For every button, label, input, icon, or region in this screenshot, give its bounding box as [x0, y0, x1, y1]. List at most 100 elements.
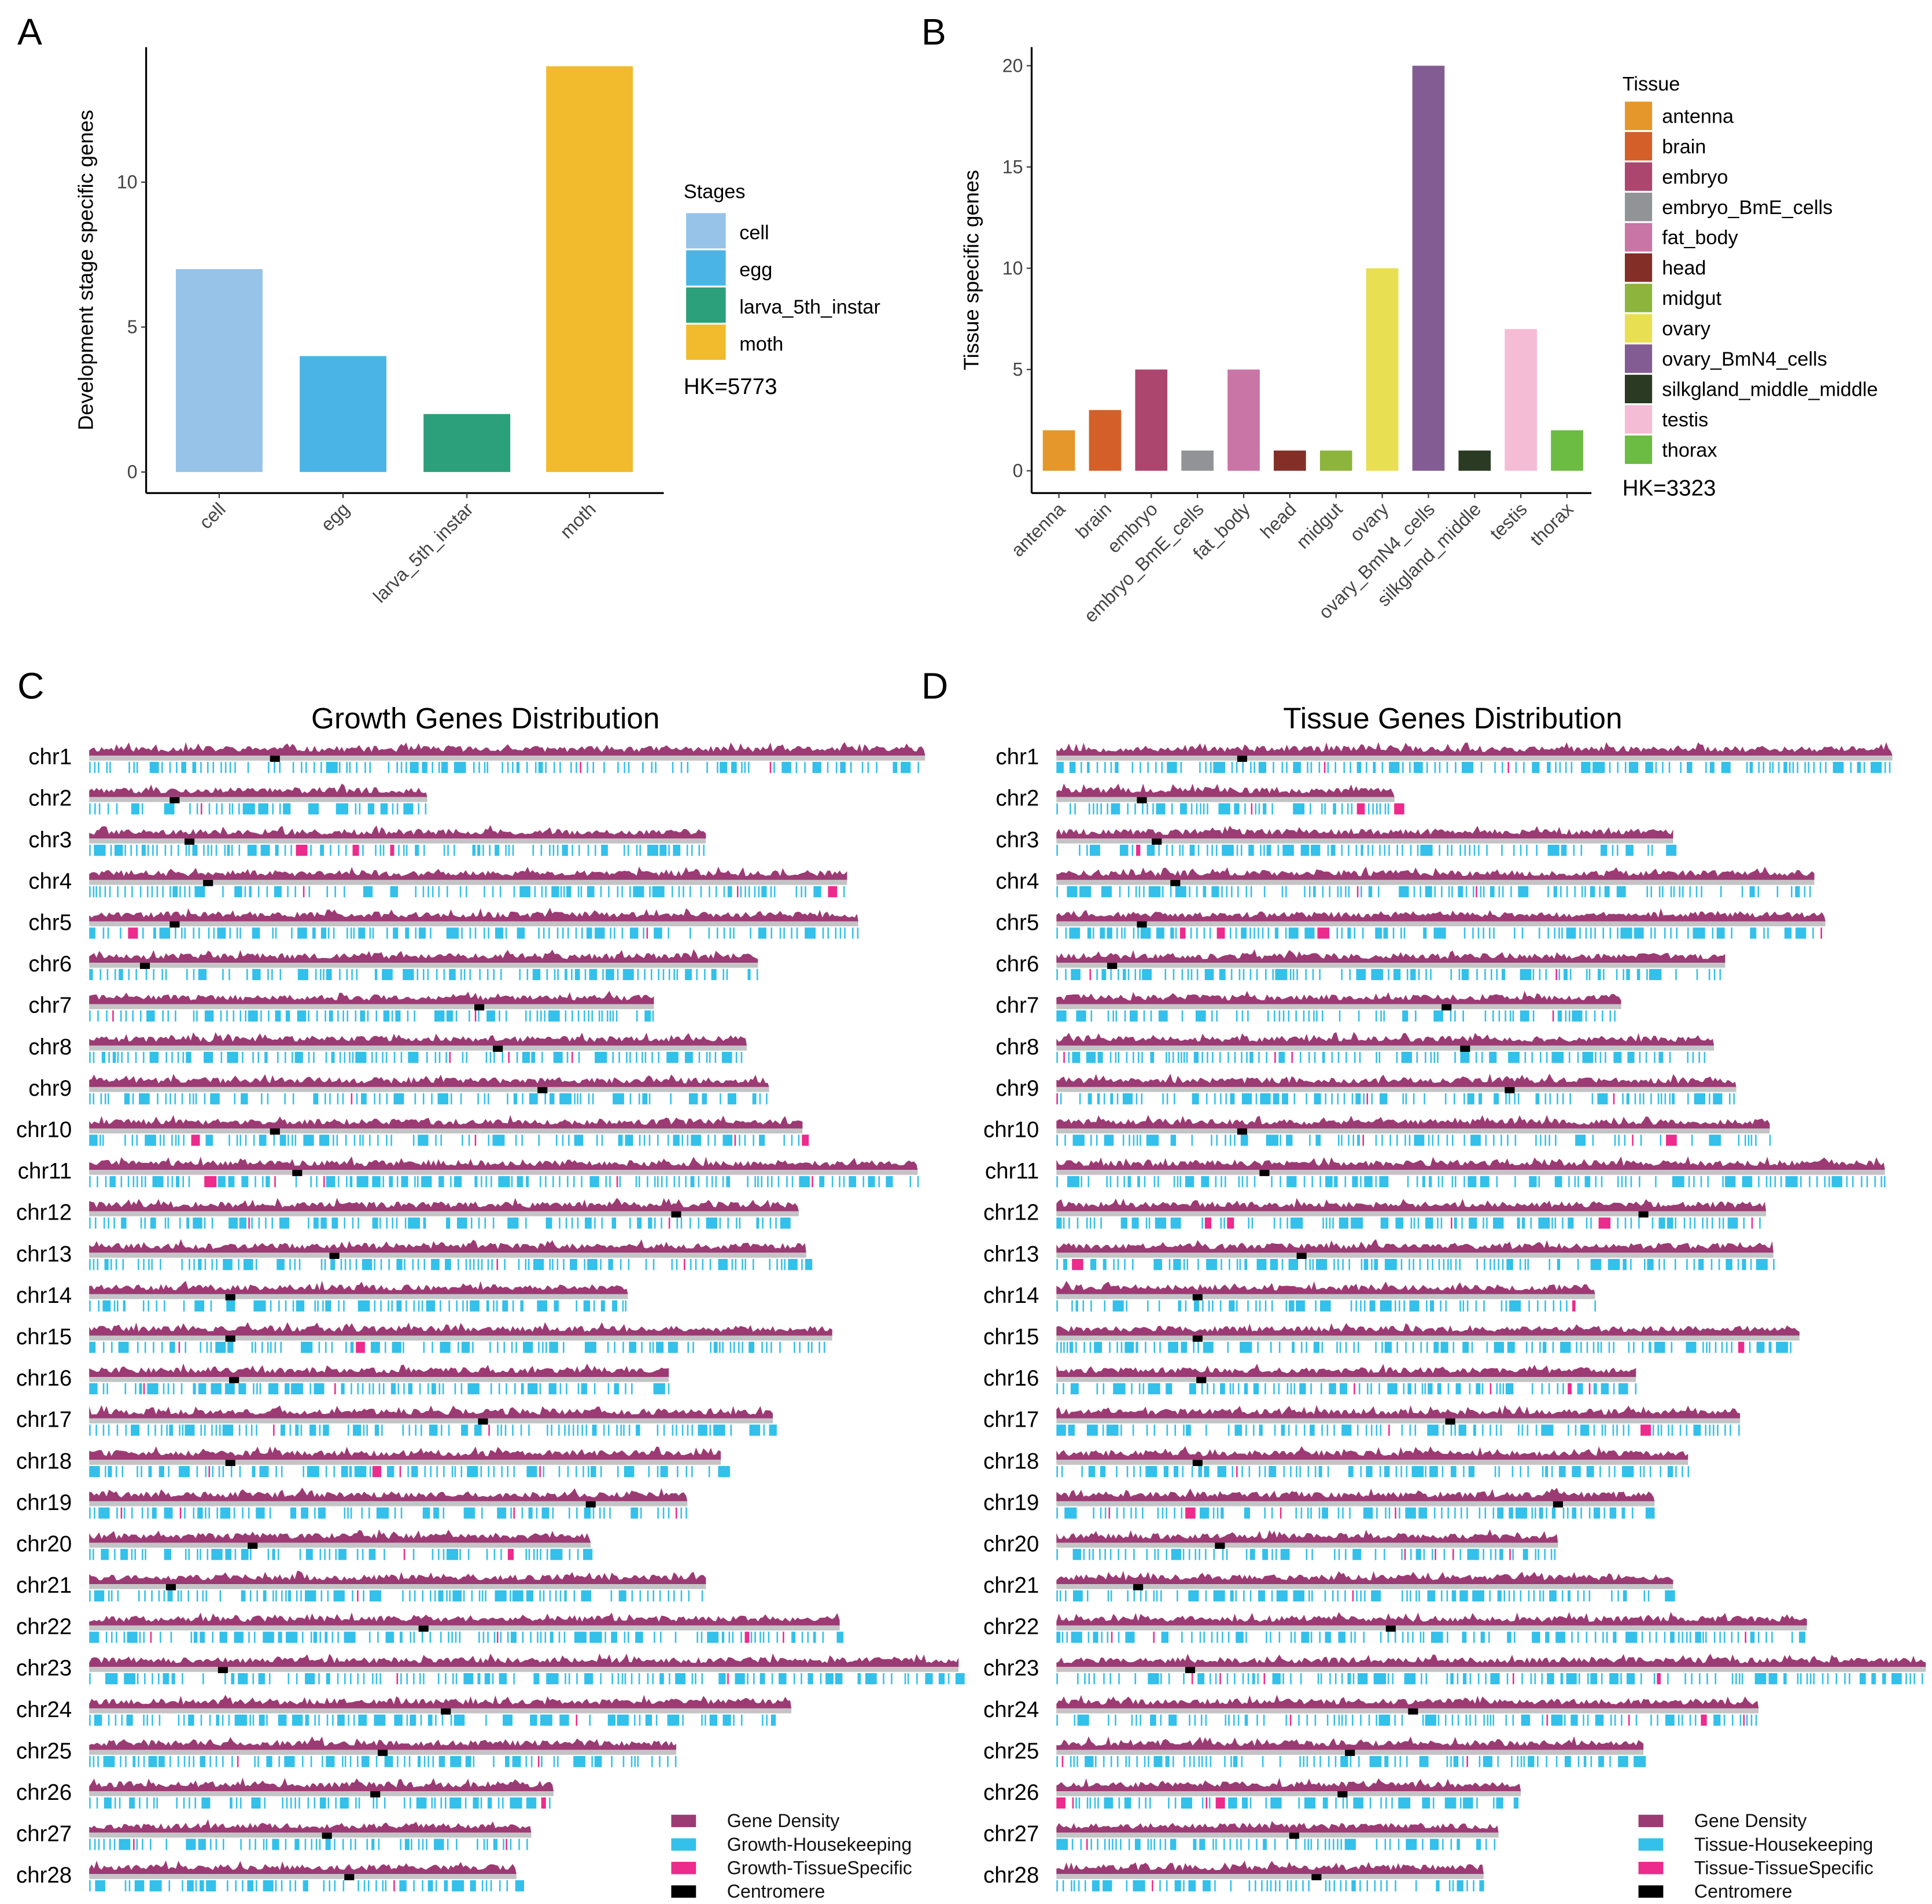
- housekeeping-gene: [1189, 845, 1195, 856]
- housekeeping-gene: [1345, 1880, 1347, 1892]
- housekeeping-gene: [1666, 845, 1677, 856]
- housekeeping-gene: [169, 886, 171, 897]
- housekeeping-gene: [698, 845, 700, 856]
- chromosome-chr10: chr10: [16, 1115, 809, 1146]
- housekeeping-gene: [124, 886, 126, 897]
- housekeeping-gene: [372, 927, 374, 939]
- housekeeping-gene: [1280, 1135, 1282, 1146]
- housekeeping-gene: [1067, 886, 1078, 897]
- chromosome-label: chr20: [983, 1531, 1039, 1556]
- housekeeping-gene: [1413, 1217, 1415, 1229]
- tissue-specific-gene: [474, 1010, 477, 1022]
- housekeeping-gene: [1850, 761, 1852, 774]
- housekeeping-gene: [117, 1052, 119, 1063]
- chromosome-bar: [1056, 1584, 1673, 1589]
- housekeeping-gene: [486, 968, 489, 981]
- housekeeping-gene: [1263, 803, 1267, 815]
- housekeeping-gene: [1348, 845, 1350, 856]
- housekeeping-gene: [589, 1632, 602, 1643]
- housekeeping-gene: [1307, 1507, 1309, 1519]
- housekeeping-gene: [539, 1590, 541, 1602]
- housekeeping-gene: [238, 1424, 241, 1436]
- housekeeping-gene: [589, 968, 598, 981]
- housekeeping-gene: [1334, 1756, 1337, 1767]
- housekeeping-gene: [1186, 1424, 1191, 1436]
- housekeeping-gene: [231, 1756, 233, 1767]
- housekeeping-gene: [1737, 1632, 1739, 1643]
- housekeeping-gene: [1769, 1176, 1772, 1188]
- housekeeping-gene: [422, 761, 427, 774]
- housekeeping-gene: [497, 1424, 499, 1436]
- housekeeping-gene: [549, 1342, 558, 1353]
- housekeeping-gene: [1409, 1135, 1411, 1146]
- housekeeping-gene: [564, 1590, 567, 1602]
- housekeeping-gene: [182, 1424, 184, 1436]
- housekeeping-gene: [1531, 1052, 1533, 1063]
- housekeeping-gene: [99, 1135, 101, 1146]
- housekeeping-gene: [1396, 1052, 1398, 1063]
- housekeeping-gene: [348, 1714, 349, 1726]
- housekeeping-gene: [1410, 968, 1416, 981]
- housekeeping-gene: [104, 1093, 106, 1104]
- housekeeping-gene: [1141, 1093, 1143, 1104]
- housekeeping-gene: [1425, 1714, 1437, 1726]
- housekeeping-gene: [1601, 845, 1607, 856]
- housekeeping-gene: [201, 1797, 211, 1809]
- chromosome-chr24: chr24: [983, 1695, 1759, 1726]
- housekeeping-gene: [202, 1590, 204, 1602]
- housekeeping-gene: [1371, 845, 1374, 856]
- tissue-specific-gene: [1552, 1010, 1554, 1022]
- housekeeping-gene: [349, 1756, 352, 1767]
- housekeeping-gene: [650, 968, 652, 981]
- housekeeping-gene: [611, 1673, 613, 1685]
- housekeeping-gene: [1166, 1093, 1168, 1104]
- housekeeping-gene: [1613, 1383, 1615, 1395]
- housekeeping-gene: [1056, 1756, 1058, 1767]
- housekeeping-gene: [1079, 886, 1092, 897]
- housekeeping-gene: [1700, 1176, 1702, 1188]
- housekeeping-gene: [657, 1465, 659, 1478]
- housekeeping-gene: [1056, 1714, 1058, 1726]
- housekeeping-gene: [540, 845, 543, 856]
- housekeeping-gene: [1469, 1383, 1471, 1395]
- housekeeping-gene: [1617, 1590, 1619, 1602]
- housekeeping-gene: [1406, 1465, 1408, 1478]
- housekeeping-gene: [574, 968, 580, 981]
- housekeeping-gene: [128, 968, 130, 981]
- housekeeping-gene: [407, 1465, 409, 1478]
- housekeeping-gene: [565, 968, 567, 981]
- housekeeping-gene: [1542, 1590, 1544, 1602]
- housekeeping-gene: [172, 886, 178, 897]
- tissue-specific-gene: [1666, 1135, 1677, 1146]
- housekeeping-gene: [390, 886, 399, 897]
- housekeeping-gene: [436, 968, 438, 981]
- housekeeping-gene: [1626, 968, 1630, 981]
- housekeeping-gene: [1783, 761, 1787, 774]
- housekeeping-gene: [657, 1176, 659, 1188]
- housekeeping-gene: [1768, 1342, 1772, 1353]
- housekeeping-gene: [207, 1549, 209, 1560]
- centromere: [169, 921, 180, 928]
- housekeeping-gene: [1162, 1093, 1164, 1104]
- tissue-specific-gene: [828, 886, 838, 897]
- centromere: [225, 1335, 235, 1342]
- housekeeping-gene: [294, 1880, 297, 1892]
- housekeeping-gene: [1712, 927, 1714, 939]
- housekeeping-gene: [1480, 886, 1482, 897]
- housekeeping-gene: [1402, 761, 1404, 774]
- housekeeping-gene: [1319, 1632, 1321, 1643]
- housekeeping-gene: [149, 1052, 159, 1063]
- housekeeping-gene: [1094, 1342, 1103, 1353]
- housekeeping-gene: [1126, 1052, 1128, 1063]
- housekeeping-gene: [1327, 1465, 1329, 1478]
- housekeeping-gene: [1415, 1880, 1417, 1892]
- housekeeping-gene: [1447, 845, 1448, 856]
- housekeeping-gene: [691, 1424, 694, 1436]
- housekeeping-gene: [153, 1797, 155, 1809]
- housekeeping-gene: [181, 761, 186, 774]
- housekeeping-gene: [469, 1010, 470, 1022]
- housekeeping-gene: [471, 1590, 473, 1602]
- housekeeping-gene: [292, 1135, 293, 1146]
- housekeeping-gene: [617, 1673, 620, 1685]
- housekeeping-gene: [1122, 968, 1126, 981]
